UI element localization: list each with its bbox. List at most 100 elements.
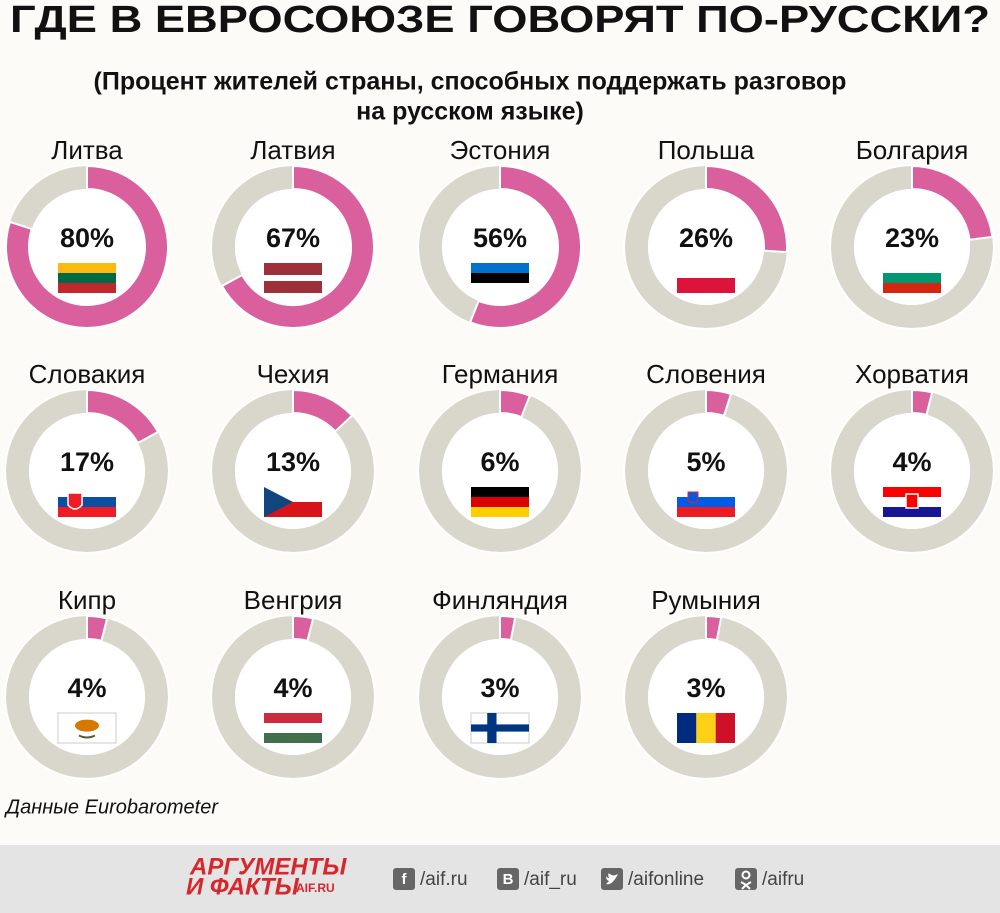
data-label: 56%: [473, 223, 527, 253]
donut-outline: [623, 164, 789, 330]
flag-emblem: [905, 493, 919, 509]
donut-outline: [210, 614, 376, 780]
flag-stripe: [471, 263, 529, 273]
category-label: Литва: [51, 135, 123, 165]
social-link[interactable]: /aifonline: [628, 869, 704, 890]
social-icon-glyph: [606, 873, 618, 885]
category-label: Хорватия: [855, 359, 969, 389]
social-icon-glyph: [741, 870, 751, 880]
donut-outline: [210, 388, 376, 554]
flag-stripe: [264, 713, 322, 723]
flag-stripe: [264, 275, 322, 281]
subtitle: на русском языке): [356, 98, 584, 126]
category-label: Финляндия: [432, 585, 568, 615]
donut-outline: [417, 614, 583, 780]
data-label: 17%: [60, 447, 114, 477]
category-label: Словакия: [29, 359, 146, 389]
flag-stripe: [58, 507, 116, 517]
donut-outline: [829, 388, 995, 554]
category-label: Латвия: [250, 135, 335, 165]
social-link[interactable]: /aif.ru: [420, 869, 468, 890]
flag-stripe: [58, 497, 116, 507]
flag-stripe: [677, 507, 735, 517]
donut-outline: [829, 164, 995, 330]
social-icon: [393, 868, 415, 890]
logo: АРГУМЕНТЫ: [189, 853, 347, 880]
flag-stripe: [715, 713, 735, 743]
donut-outline: [210, 164, 376, 330]
donut-outline: [4, 164, 170, 330]
category-label: Румыния: [651, 585, 761, 615]
flag-stripe: [58, 273, 116, 283]
flag-stripe: [471, 497, 529, 507]
donut-outline: [417, 388, 583, 554]
data-label: 4%: [273, 673, 312, 703]
social-links: f/aif.ru В/aif_ru/aifonline/aifru: [393, 868, 804, 890]
data-label: 4%: [67, 673, 106, 703]
donut-outline: [623, 388, 789, 554]
flag-emblem: [687, 491, 699, 504]
donut-outline: [4, 614, 170, 780]
data-label: 5%: [686, 447, 725, 477]
data-label: 67%: [266, 223, 320, 253]
social-link[interactable]: /aif_ru: [524, 869, 577, 890]
flag-stripe: [696, 713, 716, 743]
social-icon-glyph: В: [503, 871, 514, 888]
flag-stripe: [471, 283, 529, 293]
donut-segment: [468, 164, 582, 329]
social-link[interactable]: /aifru: [762, 869, 804, 890]
data-label: 26%: [679, 223, 733, 253]
flag-stripe: [883, 283, 941, 293]
flag-stripe: [471, 273, 529, 283]
flag-emblem: [67, 492, 83, 510]
flag-cross: [487, 713, 497, 743]
flag-stripe: [58, 263, 116, 273]
category-label: Чехия: [257, 359, 330, 389]
data-label: 4%: [892, 447, 931, 477]
data-label: 13%: [266, 447, 320, 477]
flag-stripe: [677, 278, 735, 293]
flag-stripe: [883, 487, 941, 497]
flag-branch: [78, 734, 96, 739]
social-icon-glyph: [740, 881, 752, 890]
logo-site: AIF.RU: [296, 881, 335, 895]
category-label: Германия: [442, 359, 559, 389]
category-label: Эстония: [450, 135, 551, 165]
flag-stripe: [58, 283, 116, 293]
category-label: Венгрия: [244, 585, 343, 615]
flag-stripe: [264, 723, 322, 733]
social-icon: [497, 868, 519, 890]
donut-segment: [911, 164, 994, 241]
flag-triangle: [264, 487, 293, 517]
category-label: Словения: [646, 359, 766, 389]
data-label: 80%: [60, 223, 114, 253]
subtitle: (Процент жителей страны, способных подде…: [94, 68, 847, 96]
category-label: Болгария: [856, 135, 969, 165]
flag-stripe: [471, 487, 529, 497]
logo: И ФАКТЫ: [186, 873, 300, 900]
flag-stripe: [58, 487, 116, 497]
flag-stripe: [883, 507, 941, 517]
flag-stripe: [677, 263, 735, 278]
chart-title: ГДЕ В ЕВРОСОЮЗЕ ГОВОРЯТ ПО-РУССКИ?: [10, 0, 990, 41]
flag-stripe: [264, 733, 322, 743]
category-label: Кипр: [58, 585, 116, 615]
donut-outline: [417, 164, 583, 330]
flag-stripe: [677, 487, 735, 497]
flag-stripe: [883, 263, 941, 273]
donut-outline: [623, 614, 789, 780]
flag-stripe: [677, 713, 697, 743]
flag-cross: [471, 724, 529, 732]
data-label: 3%: [686, 673, 725, 703]
flag-stripe: [471, 507, 529, 517]
flag-stripe: [883, 273, 941, 283]
flag-map: [75, 719, 99, 732]
donut-outline: [4, 388, 170, 554]
flag-stripe: [677, 497, 735, 507]
source: Данные Eurobarometer: [4, 796, 219, 818]
data-label: 23%: [885, 223, 939, 253]
data-label: 6%: [480, 447, 519, 477]
category-label: Польша: [658, 135, 755, 165]
social-icon-glyph: f: [402, 871, 408, 888]
